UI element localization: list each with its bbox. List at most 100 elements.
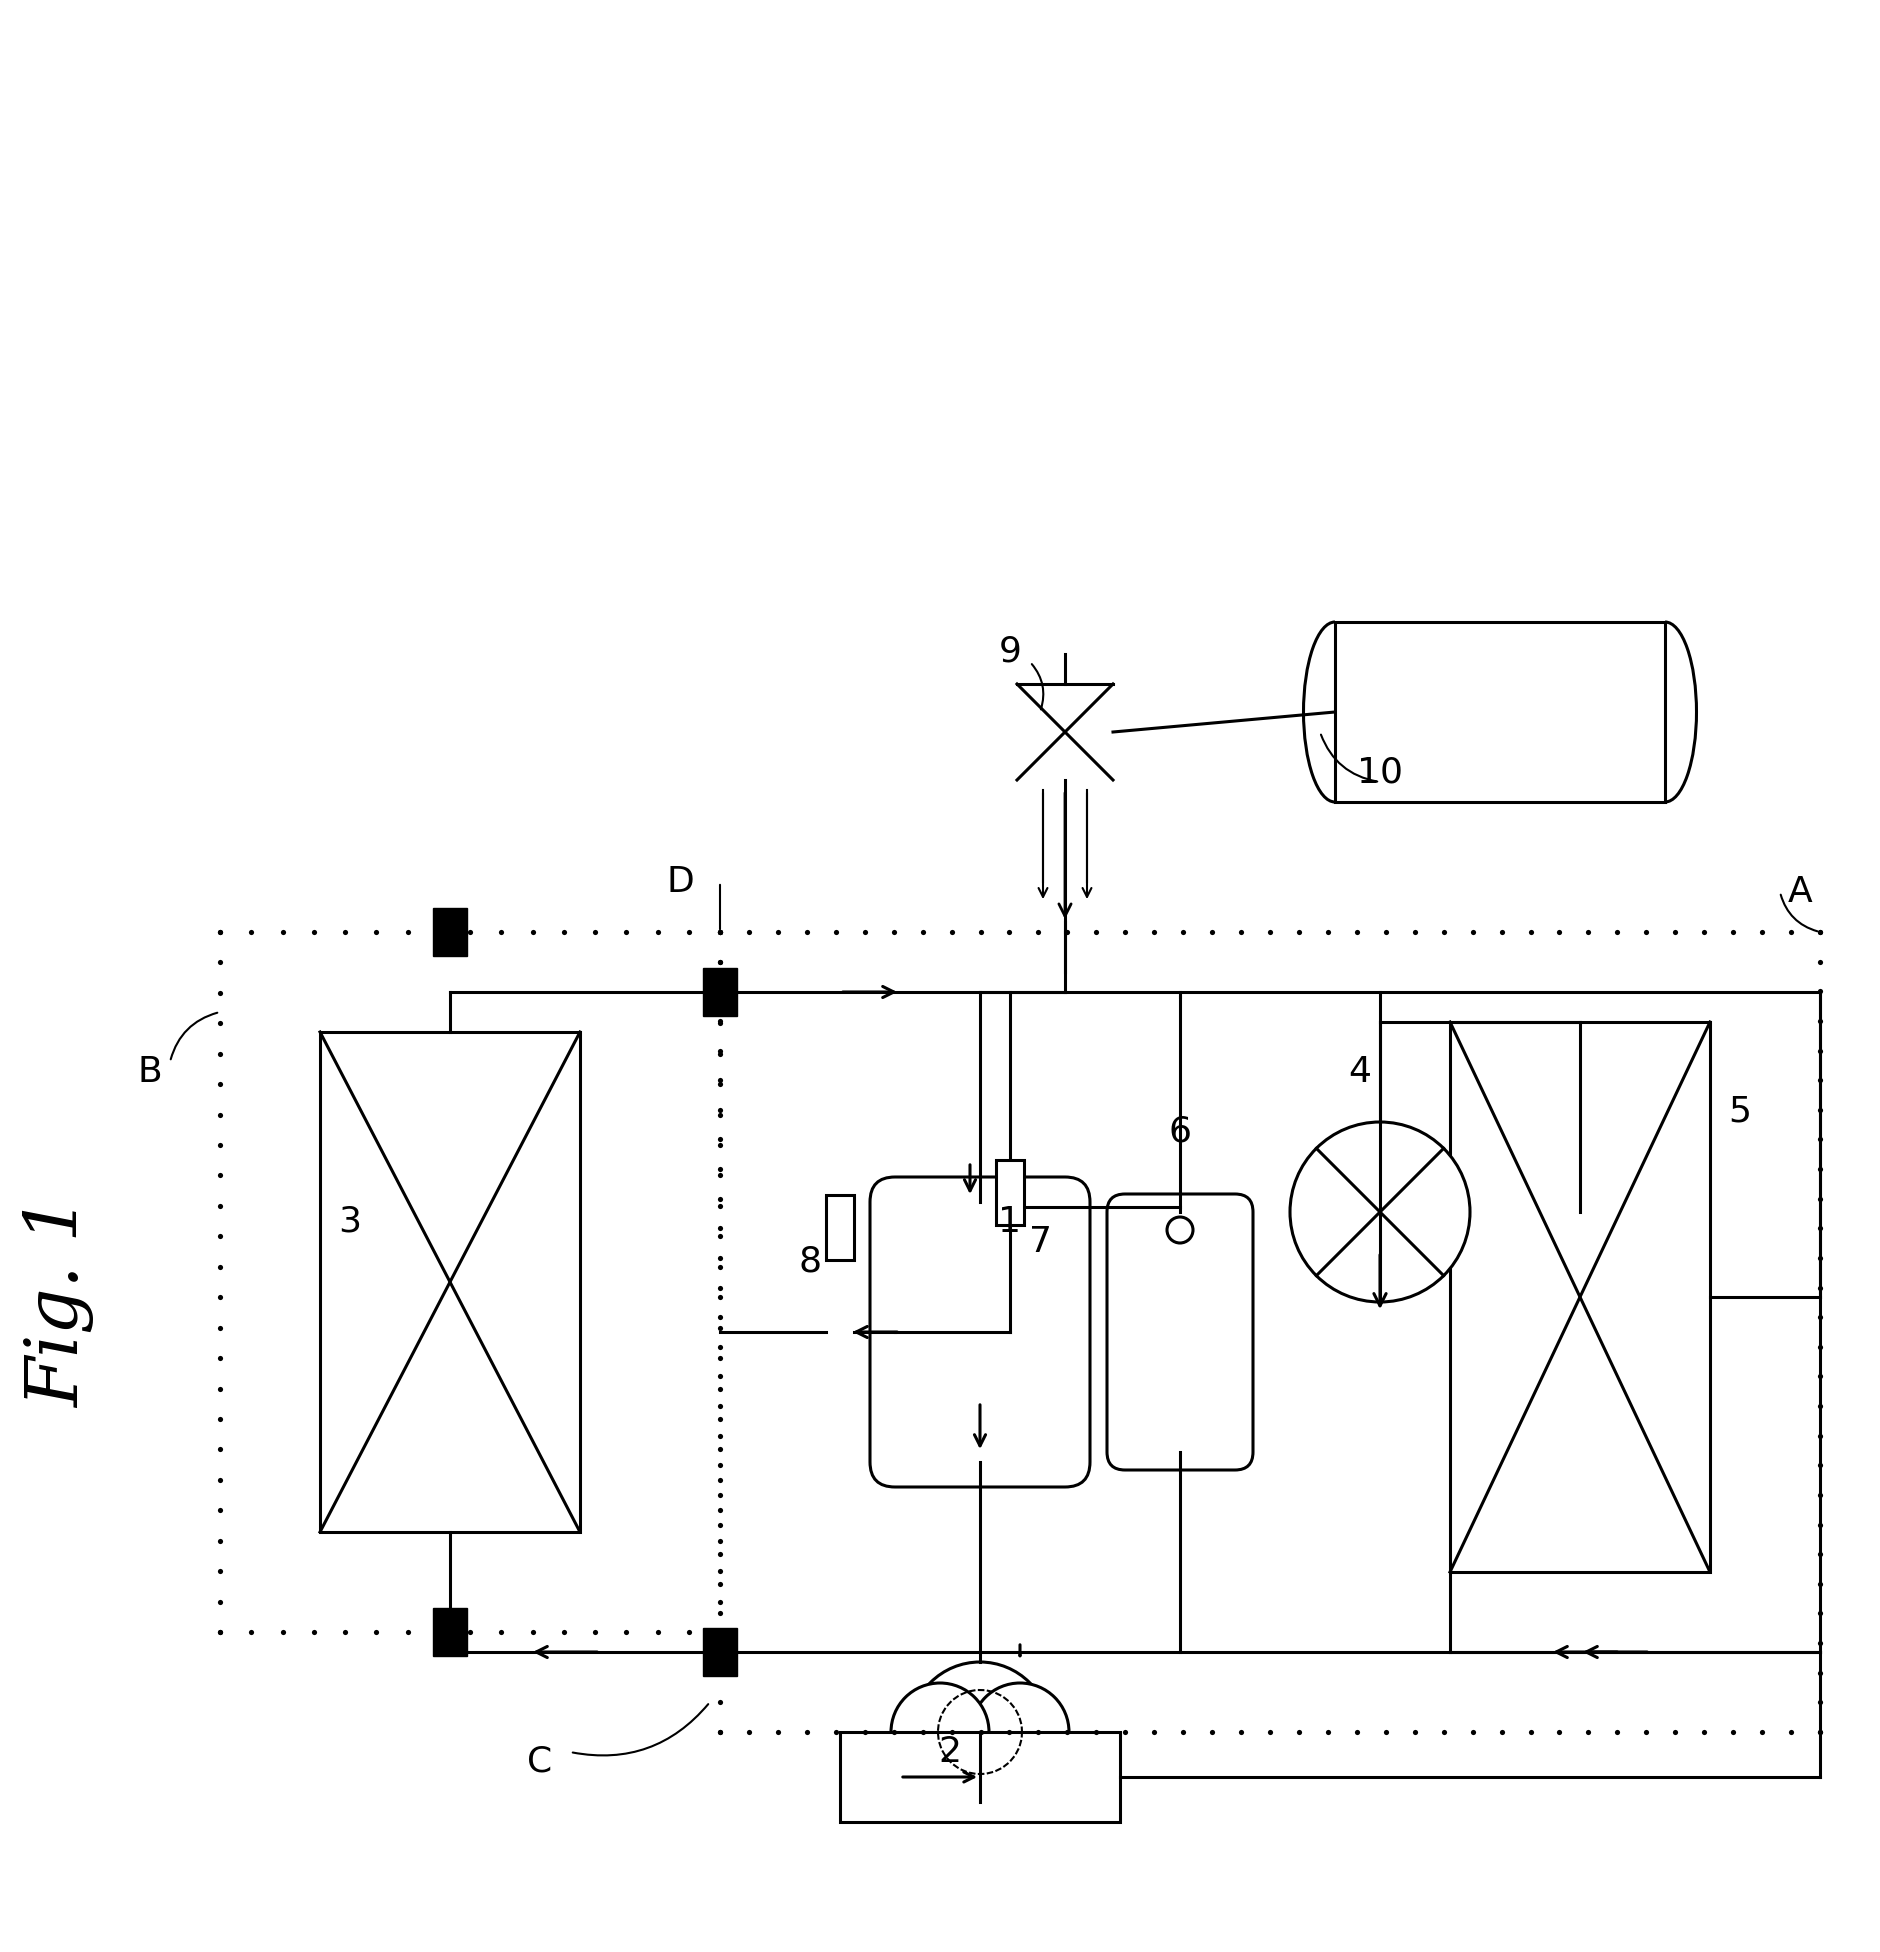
- Point: [205, 1525, 235, 1556]
- Point: [705, 1716, 735, 1747]
- Point: [1053, 915, 1083, 947]
- Point: [1805, 1124, 1835, 1156]
- Point: [705, 1657, 735, 1688]
- Point: [423, 915, 453, 947]
- Point: [1805, 1154, 1835, 1185]
- Point: [361, 915, 391, 947]
- Point: [1805, 915, 1835, 947]
- Point: [705, 1567, 735, 1599]
- Point: [205, 1616, 235, 1647]
- Point: [1139, 1716, 1169, 1747]
- Point: [1053, 1716, 1083, 1747]
- Point: [1342, 915, 1372, 947]
- Point: [705, 1421, 735, 1452]
- Point: [705, 1124, 735, 1156]
- Point: [237, 915, 267, 947]
- Point: [1545, 915, 1575, 947]
- Point: [205, 915, 235, 947]
- Text: 9: 9: [998, 634, 1021, 670]
- Point: [936, 915, 966, 947]
- Point: [1342, 1716, 1372, 1747]
- Point: [705, 915, 735, 947]
- Point: [267, 915, 297, 947]
- Point: [705, 1220, 735, 1251]
- Point: [705, 1343, 735, 1374]
- Point: [1805, 976, 1835, 1007]
- Point: [1429, 1716, 1459, 1747]
- Bar: [1335, 623, 1666, 802]
- Point: [1805, 1628, 1835, 1659]
- Point: [331, 915, 361, 947]
- Point: [1574, 915, 1604, 947]
- Point: [205, 1191, 235, 1222]
- Point: [966, 915, 996, 947]
- Point: [1312, 915, 1342, 947]
- Point: [487, 1616, 517, 1647]
- Point: [579, 915, 609, 947]
- Point: [517, 1616, 547, 1647]
- Point: [705, 1372, 735, 1403]
- Point: [1805, 1095, 1835, 1126]
- Point: [705, 1599, 735, 1630]
- Point: [1226, 1716, 1256, 1747]
- Point: [705, 1038, 735, 1070]
- Point: [705, 1464, 735, 1495]
- Text: Fig. 1: Fig. 1: [24, 1197, 96, 1407]
- Point: [733, 1716, 763, 1747]
- Point: [1632, 1716, 1662, 1747]
- Point: [878, 1716, 908, 1747]
- Point: [1081, 915, 1111, 947]
- Point: [579, 1616, 609, 1647]
- FancyBboxPatch shape: [1107, 1195, 1252, 1470]
- Bar: [840, 1731, 1120, 1821]
- Bar: [1449, 1023, 1711, 1571]
- Point: [1805, 1273, 1835, 1304]
- Point: [237, 1616, 267, 1647]
- Point: [1574, 1716, 1604, 1747]
- Point: [705, 1390, 735, 1421]
- Point: [1401, 1716, 1431, 1747]
- Point: [705, 1007, 735, 1038]
- Point: [1111, 1716, 1141, 1747]
- Point: [1429, 915, 1459, 947]
- Text: 8: 8: [799, 1245, 822, 1279]
- Point: [205, 1435, 235, 1466]
- Point: [205, 1556, 235, 1587]
- Point: [1111, 915, 1141, 947]
- Point: [822, 1716, 852, 1747]
- Point: [705, 1183, 735, 1214]
- Point: [908, 1716, 938, 1747]
- Point: [205, 1585, 235, 1616]
- Point: [643, 915, 673, 947]
- Point: [1777, 915, 1807, 947]
- Text: 4: 4: [1348, 1054, 1372, 1089]
- Point: [1515, 915, 1545, 947]
- Point: [1457, 915, 1487, 947]
- Point: [1805, 1450, 1835, 1482]
- Point: [705, 915, 735, 947]
- Point: [1805, 1035, 1835, 1066]
- Point: [205, 1616, 235, 1647]
- Point: [791, 1716, 822, 1747]
- Point: [705, 976, 735, 1007]
- Point: [791, 915, 822, 947]
- Text: 1: 1: [998, 1204, 1021, 1240]
- Point: [1805, 1599, 1835, 1630]
- Point: [1167, 915, 1198, 947]
- Point: [455, 915, 485, 947]
- Point: [1805, 1005, 1835, 1037]
- Point: [205, 1007, 235, 1038]
- Point: [1226, 915, 1256, 947]
- Text: 6: 6: [1169, 1115, 1192, 1150]
- Point: [705, 1035, 735, 1066]
- Point: [1401, 915, 1431, 947]
- Circle shape: [891, 1683, 989, 1780]
- Circle shape: [1290, 1122, 1470, 1302]
- Bar: [432, 1608, 466, 1655]
- Point: [1805, 1657, 1835, 1688]
- Point: [1457, 1716, 1487, 1747]
- Point: [908, 915, 938, 947]
- Point: [763, 1716, 793, 1747]
- Point: [705, 1538, 735, 1569]
- Point: [205, 1343, 235, 1374]
